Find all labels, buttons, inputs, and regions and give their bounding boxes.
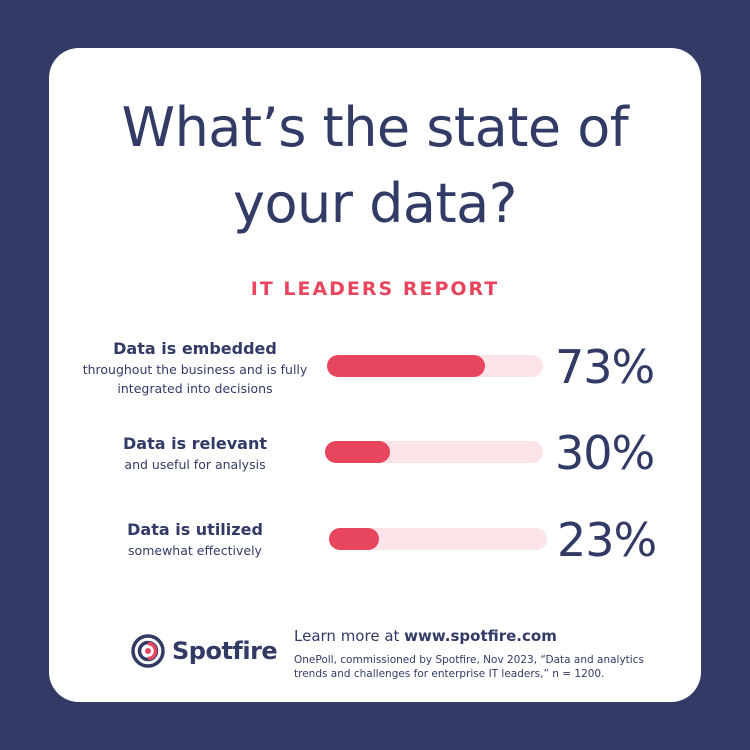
row-label: Data is relevant and useful for analysis xyxy=(63,433,327,474)
page-title: What’s the state of your data? xyxy=(49,90,701,242)
chart-row-utilized: Data is utilized somewhat effectively 23… xyxy=(49,513,701,598)
bar-track xyxy=(325,441,543,463)
category-description: and useful for analysis xyxy=(124,457,266,472)
chart-row-embedded: Data is embedded throughout the business… xyxy=(49,338,701,418)
learn-more-prefix: Learn more at xyxy=(294,627,405,645)
value-label: 23% xyxy=(557,513,657,567)
bar-relevant xyxy=(325,441,391,463)
spotfire-logo: Spotfire xyxy=(131,632,278,672)
category-label: Data is utilized xyxy=(127,520,263,539)
title-line-2: your data? xyxy=(233,172,517,235)
infographic-card: What’s the state of your data? IT LEADER… xyxy=(49,48,701,702)
bar-embedded xyxy=(327,355,485,377)
row-label: Data is utilized somewhat effectively xyxy=(63,519,327,560)
spotfire-logo-icon xyxy=(131,634,165,668)
row-label: Data is embedded throughout the business… xyxy=(63,338,327,398)
bar-track xyxy=(327,355,543,377)
bar-track xyxy=(329,528,547,550)
logo-wordmark: Spotfire xyxy=(172,637,278,665)
learn-more-text: Learn more at www.spotfire.com xyxy=(294,627,557,645)
chart-subtitle: IT LEADERS REPORT xyxy=(250,278,500,300)
category-description: throughout the business and is fully int… xyxy=(82,362,308,396)
website-link[interactable]: www.spotfire.com xyxy=(404,627,557,645)
category-label: Data is embedded xyxy=(113,339,277,358)
value-label: 30% xyxy=(555,426,655,480)
source-citation: OnePoll, commissioned by Spotfire, Nov 2… xyxy=(294,654,644,680)
category-label: Data is relevant xyxy=(122,434,267,453)
category-description: somewhat effectively xyxy=(128,543,262,558)
chart-row-relevant: Data is relevant and useful for analysis… xyxy=(49,426,701,513)
value-label: 73% xyxy=(555,340,655,394)
title-line-1: What’s the state of xyxy=(121,96,629,159)
bar-utilized xyxy=(329,528,380,550)
